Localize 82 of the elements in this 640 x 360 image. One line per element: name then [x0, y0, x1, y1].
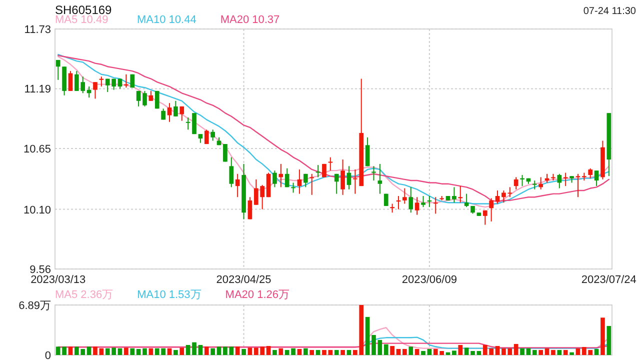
bar [526, 348, 531, 355]
bar [414, 348, 420, 355]
bar [180, 348, 184, 355]
bar [551, 350, 556, 355]
bar [198, 344, 203, 355]
text: MA5 2.36万 [55, 289, 114, 301]
bar [248, 348, 252, 355]
bar [148, 348, 154, 355]
bar [594, 348, 599, 355]
bar [520, 348, 524, 355]
bar [346, 350, 352, 355]
bar [340, 350, 345, 355]
bar [576, 348, 580, 355]
bar [538, 350, 543, 355]
bar [606, 326, 612, 355]
bar [495, 346, 500, 355]
y-tick-label: 6.89万 [18, 300, 51, 312]
bar [216, 346, 222, 355]
bar [384, 344, 388, 355]
bar [310, 350, 314, 355]
bar [118, 348, 122, 355]
bar [452, 350, 456, 355]
y-tick-label: 10.65 [23, 143, 51, 156]
y-tick-label: 11.19 [24, 84, 51, 96]
y-tick-label: 11.73 [24, 24, 51, 36]
x-tick-label: 2023/07/24 [581, 274, 636, 286]
bar [408, 346, 414, 355]
bar [68, 346, 73, 355]
bar [544, 348, 550, 355]
x-tick-label: 2023/03/13 [30, 274, 86, 286]
text: MA20 10.37 [220, 14, 280, 26]
text: MA20 1.26万 [225, 289, 290, 301]
bar [297, 348, 302, 355]
bar [470, 351, 475, 355]
bar [93, 346, 98, 355]
bar [136, 348, 141, 355]
bar [235, 346, 240, 355]
bar [210, 348, 215, 355]
bar [378, 340, 382, 355]
y-tick-label: 9.56 [30, 264, 51, 276]
bar [167, 348, 172, 355]
bar [390, 346, 394, 355]
bar [464, 348, 469, 355]
bar [458, 344, 463, 355]
bar [86, 346, 92, 355]
bar [365, 316, 370, 355]
x-tick-label: 2023/04/25 [216, 274, 272, 286]
bar [402, 348, 407, 355]
text: 07-24 11:30 [583, 6, 636, 17]
bar [204, 346, 209, 355]
bar [124, 348, 128, 355]
text: MA5 10.49 [55, 14, 108, 26]
bar [186, 344, 190, 355]
text: MA10 10.44 [137, 14, 196, 26]
bar [291, 348, 296, 355]
bar [372, 334, 376, 355]
bar [600, 318, 605, 355]
bar [278, 348, 284, 355]
bar [514, 344, 518, 355]
bar [334, 350, 339, 355]
bar [476, 351, 482, 355]
bar [272, 350, 277, 355]
bar [284, 350, 290, 355]
bar [266, 346, 271, 355]
bar [192, 342, 196, 355]
bar [99, 348, 104, 355]
bar [532, 350, 537, 355]
bar [396, 348, 401, 355]
bar [174, 350, 178, 355]
bar [130, 348, 135, 355]
chart-title: SH605169 [55, 3, 112, 17]
bar [316, 350, 320, 355]
bar [303, 348, 308, 355]
y-tick-label: 0 [44, 350, 51, 360]
bar [142, 348, 147, 355]
bar [421, 351, 426, 355]
text: MA10 1.53万 [137, 289, 202, 301]
y-tick-label: 10.10 [23, 204, 51, 216]
bar [563, 350, 568, 355]
bar [557, 350, 562, 355]
bar [570, 352, 574, 355]
x-tick-label: 2023/06/09 [402, 274, 457, 286]
